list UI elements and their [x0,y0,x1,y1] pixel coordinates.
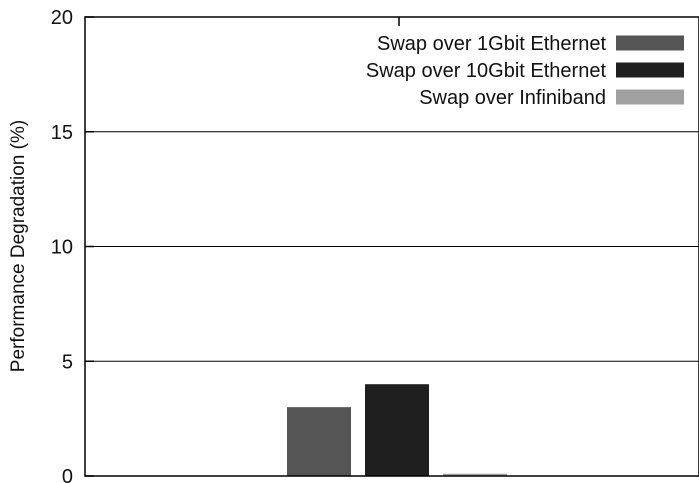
y-axis-label: Performance Degradation (%) [8,120,29,372]
y-tick-label: 15 [51,122,73,144]
y-tick-label: 5 [62,351,73,373]
bar-swap-over-10gbit-ethernet [365,384,429,476]
legend-label: Swap over 10Gbit Ethernet [366,60,607,82]
y-axis-ticks: 0 5 10 15 20 [51,7,94,483]
bars [287,384,507,476]
bar-swap-over-infiniband [443,473,507,476]
legend-label: Swap over Infiniband [419,87,606,109]
legend-swatch [616,89,684,105]
gridlines [85,131,699,362]
y-tick-label: 20 [51,7,73,29]
legend-label: Swap over 1Gbit Ethernet [377,33,606,55]
legend: Swap over 1Gbit Ethernet Swap over 10Gbit… [366,33,684,109]
y-tick-label: 10 [51,237,73,259]
legend-swatch [616,35,684,51]
bar-swap-over-1gbit-ethernet [287,407,351,476]
legend-swatch [616,62,684,78]
y-tick-label: 0 [62,466,73,483]
